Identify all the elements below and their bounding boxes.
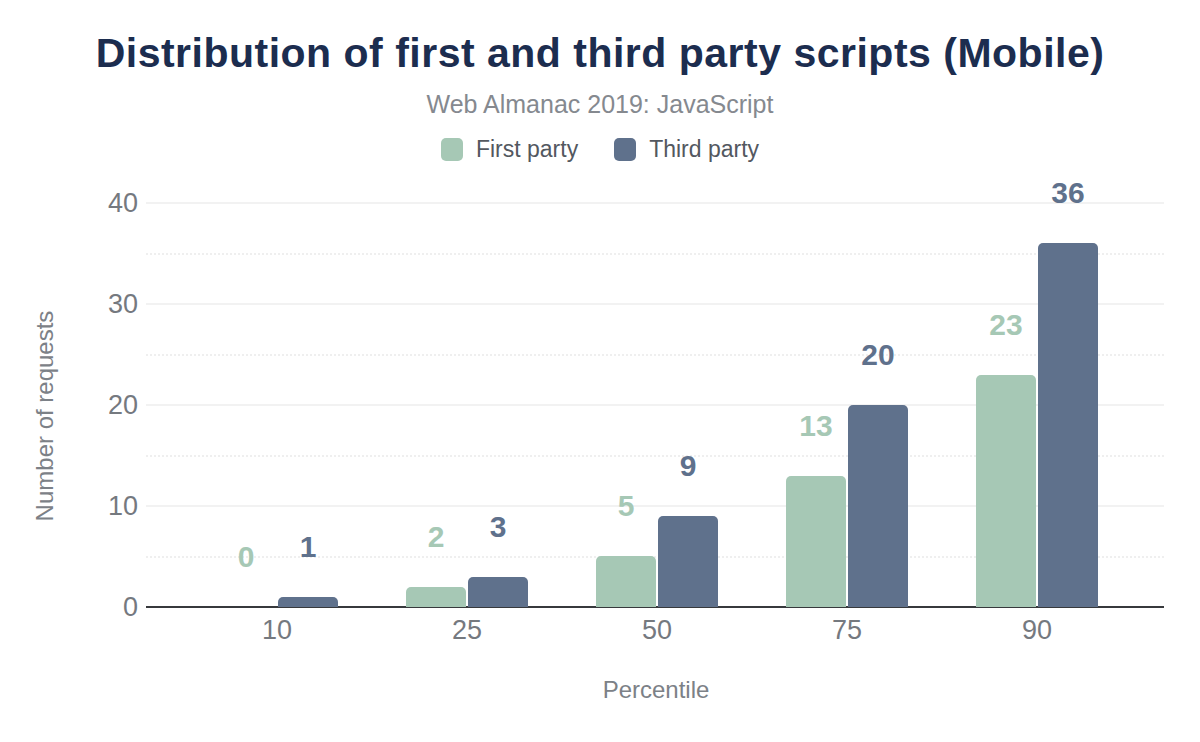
y-tick-label: 0 xyxy=(58,592,138,622)
bar-first-party-p90[interactable] xyxy=(976,375,1036,607)
bar-third-party-p10[interactable] xyxy=(278,597,338,607)
bar-first-party-p50[interactable] xyxy=(596,556,656,607)
plot-area: 010203040011023255950132075233690 xyxy=(0,0,1200,742)
x-axis-title: Percentile xyxy=(456,676,856,704)
bar-value-label: 36 xyxy=(1023,178,1113,208)
gridline-minor xyxy=(146,253,1164,255)
y-tick-label: 10 xyxy=(58,491,138,521)
x-tick-label: 50 xyxy=(597,615,717,645)
bar-first-party-p75[interactable] xyxy=(786,476,846,607)
x-tick-label: 90 xyxy=(977,615,1097,645)
bar-third-party-p90[interactable] xyxy=(1038,243,1098,607)
bar-value-label: 3 xyxy=(453,512,543,542)
x-tick-label: 75 xyxy=(787,615,907,645)
bar-third-party-p75[interactable] xyxy=(848,405,908,607)
bar-third-party-p25[interactable] xyxy=(468,577,528,607)
gridline-major xyxy=(146,303,1164,305)
bar-third-party-p50[interactable] xyxy=(658,516,718,607)
y-tick-label: 40 xyxy=(58,188,138,218)
y-axis-title: Number of requests xyxy=(32,214,58,618)
y-tick-label: 30 xyxy=(58,289,138,319)
x-tick-label: 25 xyxy=(407,615,527,645)
gridline-major xyxy=(146,202,1164,204)
bar-value-label: 5 xyxy=(581,491,671,521)
bar-first-party-p25[interactable] xyxy=(406,587,466,607)
x-tick-label: 10 xyxy=(217,615,337,645)
gridline-minor xyxy=(146,354,1164,356)
bar-value-label: 9 xyxy=(643,451,733,481)
y-tick-label: 20 xyxy=(58,390,138,420)
chart-figure: Distribution of first and third party sc… xyxy=(0,0,1200,742)
bar-value-label: 1 xyxy=(263,532,353,562)
bar-value-label: 20 xyxy=(833,340,923,370)
